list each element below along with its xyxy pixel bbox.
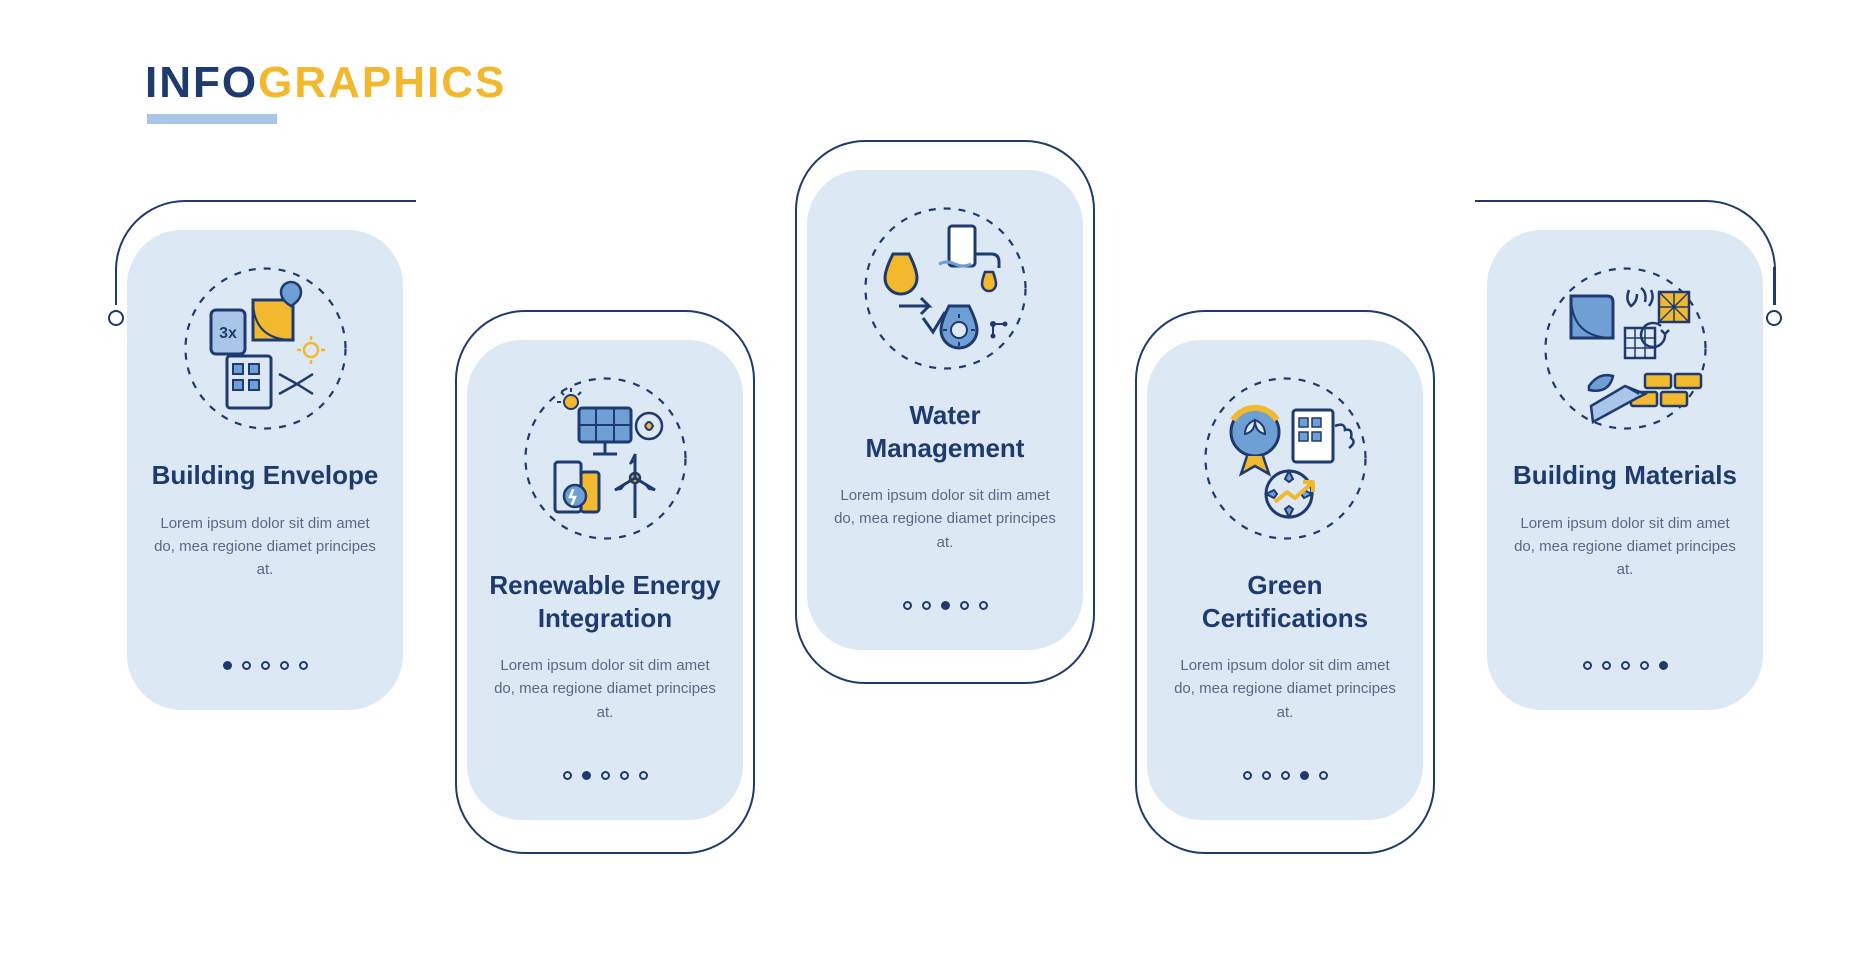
dot <box>1243 771 1252 780</box>
card-title-water-management: Water Management <box>829 399 1061 464</box>
dot <box>1583 661 1592 670</box>
card-inner-renewable-energy: Renewable Energy Integration Lorem ipsum … <box>467 340 743 820</box>
dot-active <box>941 601 950 610</box>
water-management-icon <box>863 206 1028 371</box>
pagination-dots-water-management <box>903 601 988 610</box>
pagination-dots-green-certifications <box>1243 771 1328 780</box>
dot <box>1621 661 1630 670</box>
header: INFOGRAPHICS <box>145 58 506 124</box>
card-outer-building-envelope: Building Envelope Lorem ipsum dolor sit d… <box>115 200 415 744</box>
header-underline <box>147 114 277 124</box>
card-outer-water-management: Water Management Lorem ipsum dolor sit di… <box>795 140 1095 684</box>
pagination-dots-renewable-energy <box>563 771 648 780</box>
dot <box>639 771 648 780</box>
card-inner-building-materials: Building Materials Lorem ipsum dolor sit … <box>1487 230 1763 710</box>
card-title-renewable-energy: Renewable Energy Integration <box>489 569 721 634</box>
building-envelope-icon <box>183 266 348 431</box>
header-title-part1: INFO <box>145 58 258 107</box>
card-body-building-materials: Lorem ipsum dolor sit dim amet do, mea r… <box>1510 512 1740 582</box>
dot <box>563 771 572 780</box>
dot <box>922 601 931 610</box>
card-body-green-certifications: Lorem ipsum dolor sit dim amet do, mea r… <box>1170 654 1400 724</box>
pagination-dots-building-materials <box>1583 661 1668 670</box>
dot-active <box>582 771 591 780</box>
card-inner-green-certifications: Green Certifications Lorem ipsum dolor si… <box>1147 340 1423 820</box>
building-materials-icon <box>1543 266 1708 431</box>
dot-active <box>1300 771 1309 780</box>
card-building-materials: Building Materials Lorem ipsum dolor sit … <box>1475 200 1775 744</box>
dot <box>1262 771 1271 780</box>
header-title-part2: GRAPHICS <box>258 58 506 107</box>
cards-row: Building Envelope Lorem ipsum dolor sit d… <box>115 140 1775 854</box>
card-inner-water-management: Water Management Lorem ipsum dolor sit di… <box>807 170 1083 650</box>
dot <box>1319 771 1328 780</box>
card-renewable-energy: Renewable Energy Integration Lorem ipsum … <box>455 310 755 854</box>
card-outer-building-materials: Building Materials Lorem ipsum dolor sit … <box>1475 200 1775 744</box>
renewable-energy-icon <box>523 376 688 541</box>
card-water-management: Water Management Lorem ipsum dolor sit di… <box>795 140 1095 684</box>
dot <box>280 661 289 670</box>
wire-dot <box>108 310 124 326</box>
card-body-building-envelope: Lorem ipsum dolor sit dim amet do, mea r… <box>150 512 380 582</box>
dot <box>261 661 270 670</box>
card-title-building-materials: Building Materials <box>1513 459 1737 492</box>
wire-dot <box>1766 310 1782 326</box>
card-building-envelope: Building Envelope Lorem ipsum dolor sit d… <box>115 200 415 744</box>
card-outer-renewable-energy: Renewable Energy Integration Lorem ipsum … <box>455 310 755 854</box>
card-green-certifications: Green Certifications Lorem ipsum dolor si… <box>1135 310 1435 854</box>
pagination-dots-building-envelope <box>223 661 308 670</box>
dot <box>979 601 988 610</box>
card-title-green-certifications: Green Certifications <box>1169 569 1401 634</box>
dot <box>1640 661 1649 670</box>
dot <box>903 601 912 610</box>
card-body-renewable-energy: Lorem ipsum dolor sit dim amet do, mea r… <box>490 654 720 724</box>
card-outer-green-certifications: Green Certifications Lorem ipsum dolor si… <box>1135 310 1435 854</box>
dot-active <box>1659 661 1668 670</box>
dot <box>601 771 610 780</box>
dot <box>960 601 969 610</box>
dot <box>1281 771 1290 780</box>
dot <box>299 661 308 670</box>
dot <box>242 661 251 670</box>
green-certifications-icon <box>1203 376 1368 541</box>
dot-active <box>223 661 232 670</box>
card-inner-building-envelope: Building Envelope Lorem ipsum dolor sit d… <box>127 230 403 710</box>
dot <box>1602 661 1611 670</box>
card-title-building-envelope: Building Envelope <box>152 459 379 492</box>
header-title: INFOGRAPHICS <box>145 58 506 108</box>
card-body-water-management: Lorem ipsum dolor sit dim amet do, mea r… <box>830 484 1060 554</box>
dot <box>620 771 629 780</box>
